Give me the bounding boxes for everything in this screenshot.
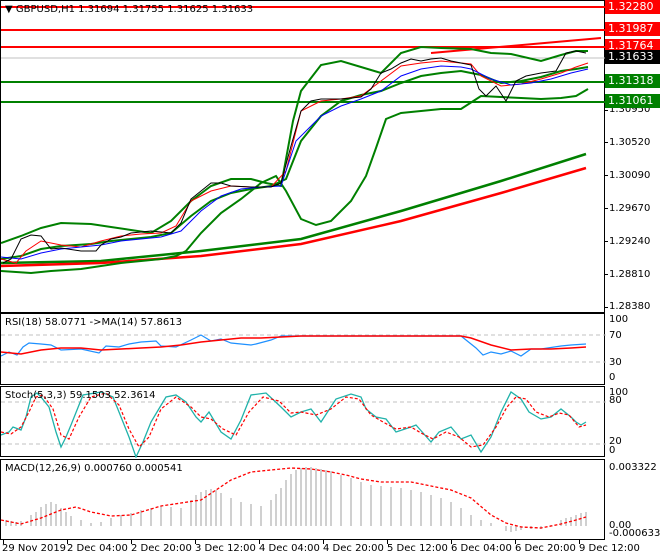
- macd-axis: 0.003322 0.00 -0.000633: [605, 459, 660, 540]
- macd-axis-label: 0.00: [609, 520, 632, 531]
- resistance-price-tag: 1.31764: [605, 39, 660, 53]
- time-axis: 29 Nov 2019 2 Dec 04:00 2 Dec 20:00 3 De…: [0, 540, 660, 560]
- time-axis-label: 2 Dec 20:00: [131, 543, 192, 554]
- stochastic-title: Stoch(5,3,3) 59.1503 52.3614: [5, 390, 156, 401]
- time-axis-label: 2 Dec 04:00: [67, 543, 128, 554]
- time-axis-label: 9 Dec 12:00: [579, 543, 640, 554]
- rsi-title: RSI(18) 58.0771 ->MA(14) 57.8613: [5, 317, 182, 328]
- price-axis-label: 1.30950: [609, 104, 651, 115]
- price-axis-label: 1.29670: [609, 203, 651, 214]
- time-axis-label: 6 Dec 04:00: [451, 543, 512, 554]
- price-axis-label: 1.30090: [609, 170, 651, 181]
- stoch-axis-label: 100: [609, 387, 629, 398]
- price-axis-label: 1.30520: [609, 137, 651, 148]
- price-chart-canvas: [1, 6, 606, 275]
- rsi-axis: 100 70 30 0: [605, 313, 660, 385]
- macd-pane[interactable]: MACD(12,26,9) 0.000760 0.000541: [0, 459, 605, 540]
- price-chart-pane[interactable]: ▼ GBPUSD,H1 1.31694 1.31755 1.31625 1.31…: [0, 0, 606, 313]
- rsi-pane[interactable]: RSI(18) 58.0771 ->MA(14) 57.8613: [0, 313, 606, 385]
- stochastic-pane[interactable]: Stoch(5,3,3) 59.1503 52.3614: [0, 386, 606, 458]
- time-axis-label: 4 Dec 04:00: [259, 543, 320, 554]
- price-axis: 1.30950 1.30520 1.30090 1.29670 1.29240 …: [605, 0, 660, 313]
- stochastic-axis: 100 80 20 0: [605, 386, 660, 457]
- stochastic-canvas: [1, 391, 606, 458]
- chart-header: ▼ GBPUSD,H1 1.31694 1.31755 1.31625 1.31…: [5, 4, 253, 15]
- time-axis-label: 29 Nov 2019: [2, 543, 67, 554]
- time-axis-label: 4 Dec 20:00: [323, 543, 384, 554]
- macd-canvas: [1, 467, 587, 532]
- price-axis-label: 1.28810: [609, 269, 651, 280]
- symbol-ohlc-text: GBPUSD,H1 1.31694 1.31755 1.31625 1.3163…: [15, 4, 254, 15]
- stoch-axis-label: 0: [609, 445, 616, 456]
- macd-title: MACD(12,26,9) 0.000760 0.000541: [5, 463, 183, 474]
- rsi-axis-label: 30: [609, 357, 622, 368]
- stoch-axis-label: 80: [609, 395, 622, 406]
- resistance-price-tag: 1.31987: [605, 22, 660, 36]
- macd-axis-label: 0.003322: [609, 462, 657, 473]
- support-price-tag: 1.31061: [605, 94, 660, 108]
- time-axis-label: 6 Dec 20:00: [515, 543, 576, 554]
- support-price-tag: 1.31318: [605, 74, 660, 88]
- rsi-axis-label: 70: [609, 330, 622, 341]
- resistance-price-tag: 1.32280: [605, 0, 660, 14]
- rsi-axis-label: 100: [609, 314, 629, 325]
- price-axis-label: 1.28380: [609, 301, 651, 312]
- time-axis-label: 5 Dec 12:00: [387, 543, 448, 554]
- macd-axis-label: -0.000633: [609, 528, 660, 539]
- current-price-tag: 1.31633: [605, 50, 660, 64]
- price-axis-label: 1.29240: [609, 236, 651, 247]
- stoch-axis-label: 20: [609, 436, 622, 447]
- dropdown-triangle-icon[interactable]: ▼: [5, 4, 13, 15]
- rsi-canvas: [1, 334, 606, 363]
- time-axis-label: 3 Dec 12:00: [195, 543, 256, 554]
- rsi-axis-label: 0: [609, 372, 616, 383]
